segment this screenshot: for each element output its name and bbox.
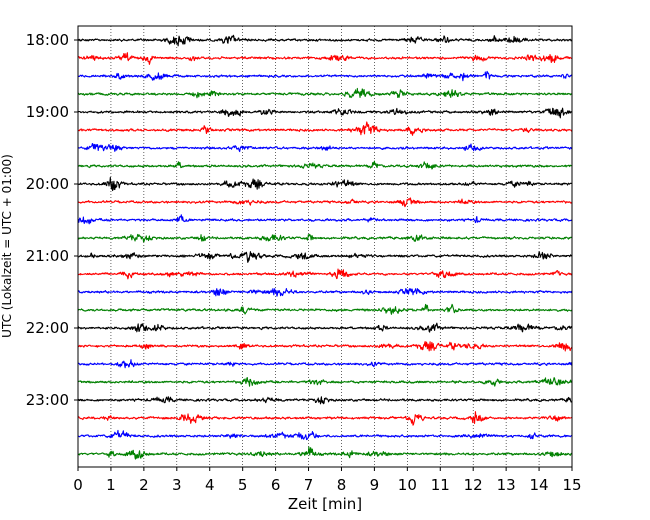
x-tick-label: 9	[370, 476, 380, 494]
seismogram-trace	[77, 121, 573, 136]
x-tick-label: 6	[271, 476, 281, 494]
seismogram-trace	[77, 70, 573, 82]
seismogram-trace	[77, 288, 573, 297]
x-tick-label: 11	[431, 476, 450, 494]
seismogram-trace	[77, 52, 573, 65]
x-axis-label: Zeit [min]	[288, 495, 362, 513]
x-tick-label: 3	[172, 476, 182, 494]
seismogram-trace	[77, 214, 573, 225]
x-tick-label: 1	[106, 476, 116, 494]
x-tick-label: 14	[530, 476, 549, 494]
x-tick-label: 2	[139, 476, 149, 494]
x-tick-label: 8	[337, 476, 347, 494]
seismogram-trace	[77, 233, 573, 243]
seismogram-trace	[77, 34, 573, 47]
seismogram-trace	[77, 107, 573, 119]
plot-frame	[77, 25, 573, 468]
seismogram-trace	[77, 160, 573, 170]
y-axis: 18:00 19:00 20:00 21:00 22:00 23:00	[26, 31, 78, 409]
seismogram-trace	[77, 411, 573, 426]
seismogram-trace	[77, 359, 573, 369]
x-axis: 0 1 2 3 4 5 6 7 8 9 10 11 12 13 14 15	[73, 467, 582, 494]
trace-group	[77, 34, 573, 460]
seismogram-trace	[77, 322, 573, 333]
seismogram-trace	[77, 396, 573, 405]
x-tick-label: 10	[398, 476, 417, 494]
x-tick-label: 13	[497, 476, 516, 494]
seismogram-trace	[77, 446, 573, 460]
seismogram-trace	[77, 176, 573, 192]
seismogram-trace	[77, 303, 573, 315]
y-tick-label: 18:00	[26, 31, 69, 49]
x-tick-label: 12	[464, 476, 483, 494]
seismogram-trace	[77, 87, 573, 99]
y-tick-label: 20:00	[26, 175, 69, 193]
seismogram-trace	[77, 341, 573, 352]
y-tick-label: 21:00	[26, 247, 69, 265]
y-tick-label: 23:00	[26, 391, 69, 409]
x-tick-label: 0	[73, 476, 83, 494]
x-tick-label: 4	[205, 476, 215, 494]
y-axis-label: UTC (Lokalzeit = UTC + 01:00)	[0, 154, 14, 338]
seismogram-trace	[77, 251, 573, 263]
seismogram-trace	[77, 377, 573, 387]
seismogram-trace	[77, 429, 573, 441]
y-tick-label: 22:00	[26, 319, 69, 337]
x-tick-label: 15	[562, 476, 581, 494]
seismogram-trace	[77, 197, 573, 208]
y-tick-label: 19:00	[26, 103, 69, 121]
seismogram-trace	[77, 142, 573, 153]
seismogram-trace	[77, 268, 573, 280]
x-tick-label: 5	[238, 476, 248, 494]
x-tick-label: 7	[304, 476, 314, 494]
